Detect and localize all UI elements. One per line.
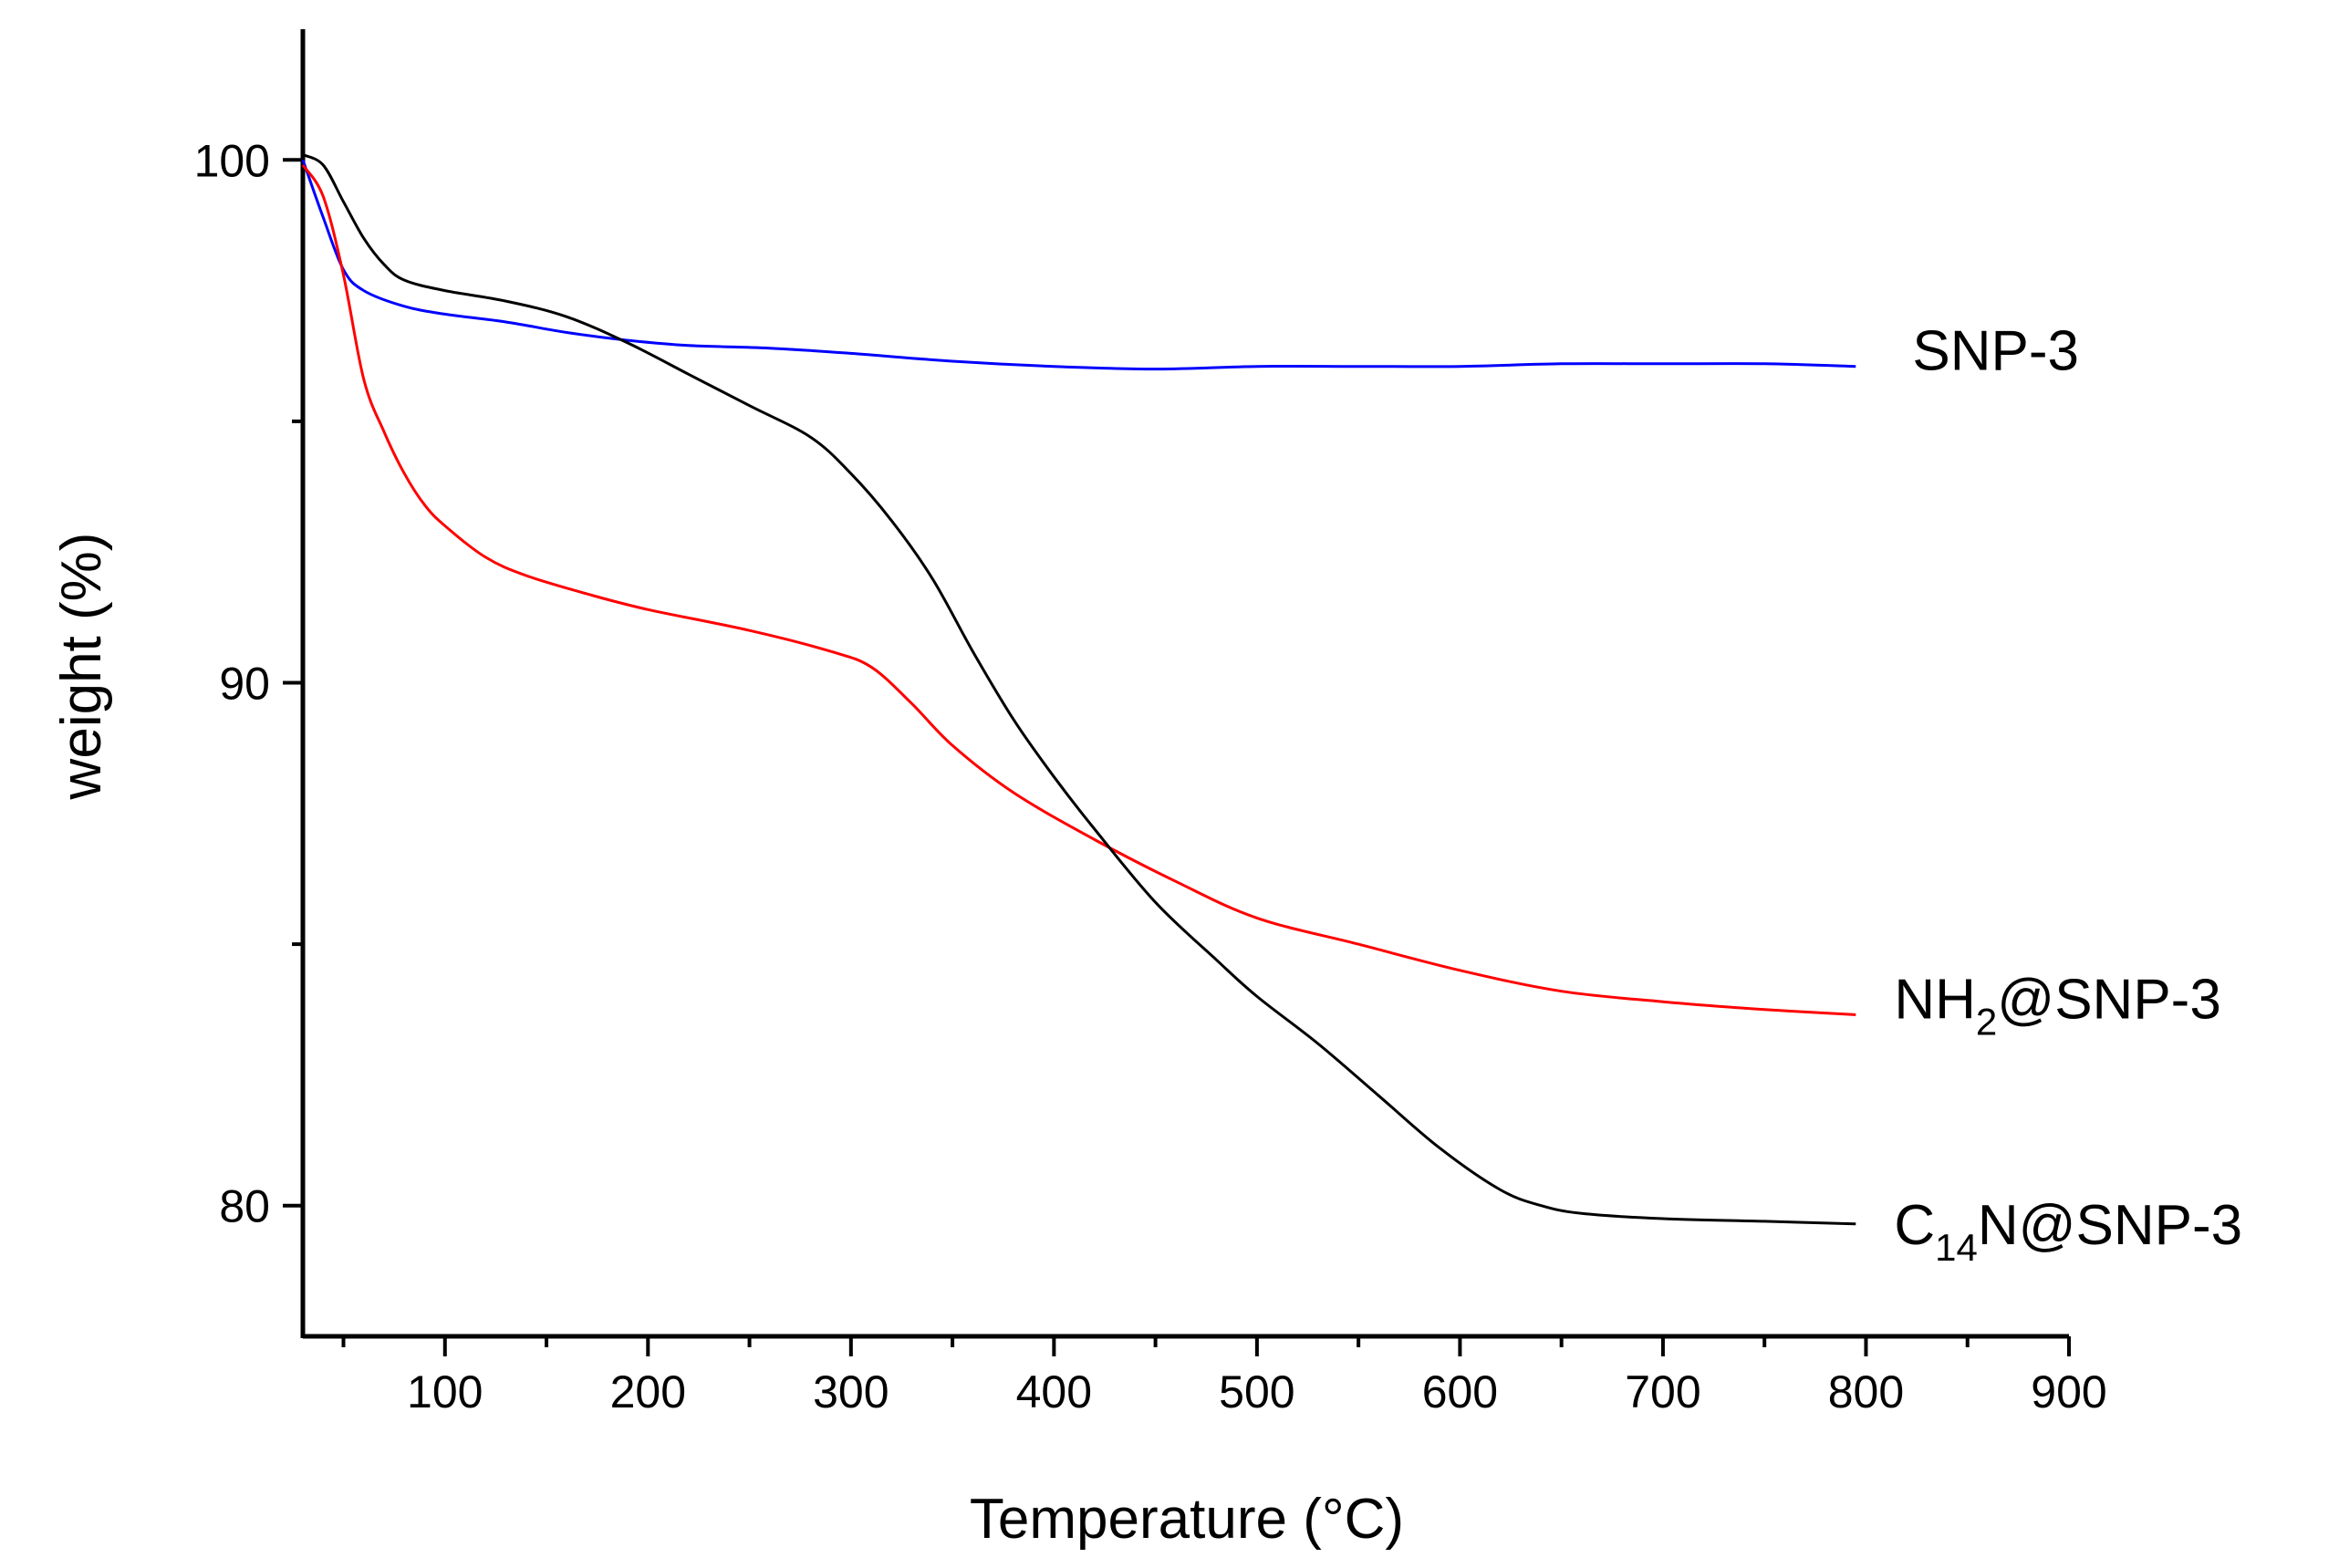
plot-area: [301, 153, 1856, 1226]
x-tick-label: 600: [1422, 1366, 1498, 1417]
y-tick-label: 100: [194, 135, 270, 186]
series-line-snp-3: [301, 159, 1856, 371]
series-labels: SNP-3 NH2@SNP-3 C14N@SNP-3: [1894, 320, 2242, 1269]
x-tick-label: 100: [407, 1366, 483, 1417]
x-tick-label: 500: [1219, 1366, 1294, 1417]
x-tick-label: 200: [610, 1366, 686, 1417]
axes: 100 200 300 400 500 600 700 800 900 80 90 100: [194, 29, 2107, 1417]
y-axis-title: weight (%): [50, 533, 113, 801]
x-axis-title: Temperature (°C): [970, 1488, 1404, 1551]
y-tick-label: 80: [219, 1181, 270, 1232]
x-tick-label: 400: [1016, 1366, 1092, 1417]
series-label-nh2-snp-3: NH2@SNP-3: [1894, 968, 2220, 1043]
x-tick-label: 800: [1828, 1366, 1904, 1417]
series-label-c14n-snp-3: C14N@SNP-3: [1894, 1194, 2242, 1269]
series-label-snp-3: SNP-3: [1912, 320, 2079, 383]
x-tick-label: 900: [2031, 1366, 2106, 1417]
series-line-nh2-snp-3: [301, 164, 1856, 1016]
series-line-c14n-snp-3: [302, 153, 1856, 1226]
x-tick-label: 300: [813, 1366, 889, 1417]
x-tick-label: 700: [1625, 1366, 1700, 1417]
y-tick-label: 90: [219, 659, 270, 710]
